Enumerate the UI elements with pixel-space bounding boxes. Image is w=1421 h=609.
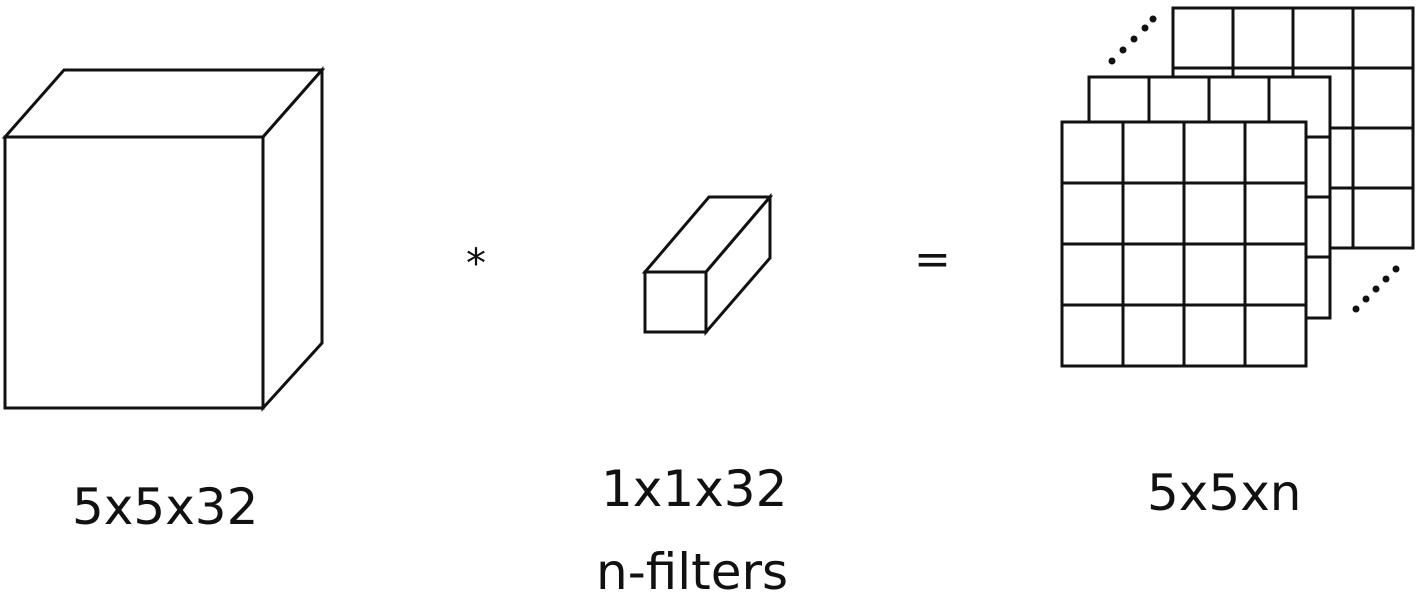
ellipsis-bottom xyxy=(1352,265,1400,313)
filter-count-label: n-filters xyxy=(596,543,789,601)
filter-prism xyxy=(641,192,774,337)
equals-operator: = xyxy=(914,234,951,285)
ellipsis-top xyxy=(1108,15,1157,65)
input-shape-label: 5x5x32 xyxy=(72,478,259,536)
input-cube xyxy=(1,66,326,412)
output-feature-maps xyxy=(1060,6,1415,368)
feature-map-front xyxy=(1060,120,1308,368)
convolve-operator: * xyxy=(466,241,486,287)
output-shape-label: 5x5xn xyxy=(1147,464,1302,522)
filter-shape-label: 1x1x32 xyxy=(601,460,788,518)
